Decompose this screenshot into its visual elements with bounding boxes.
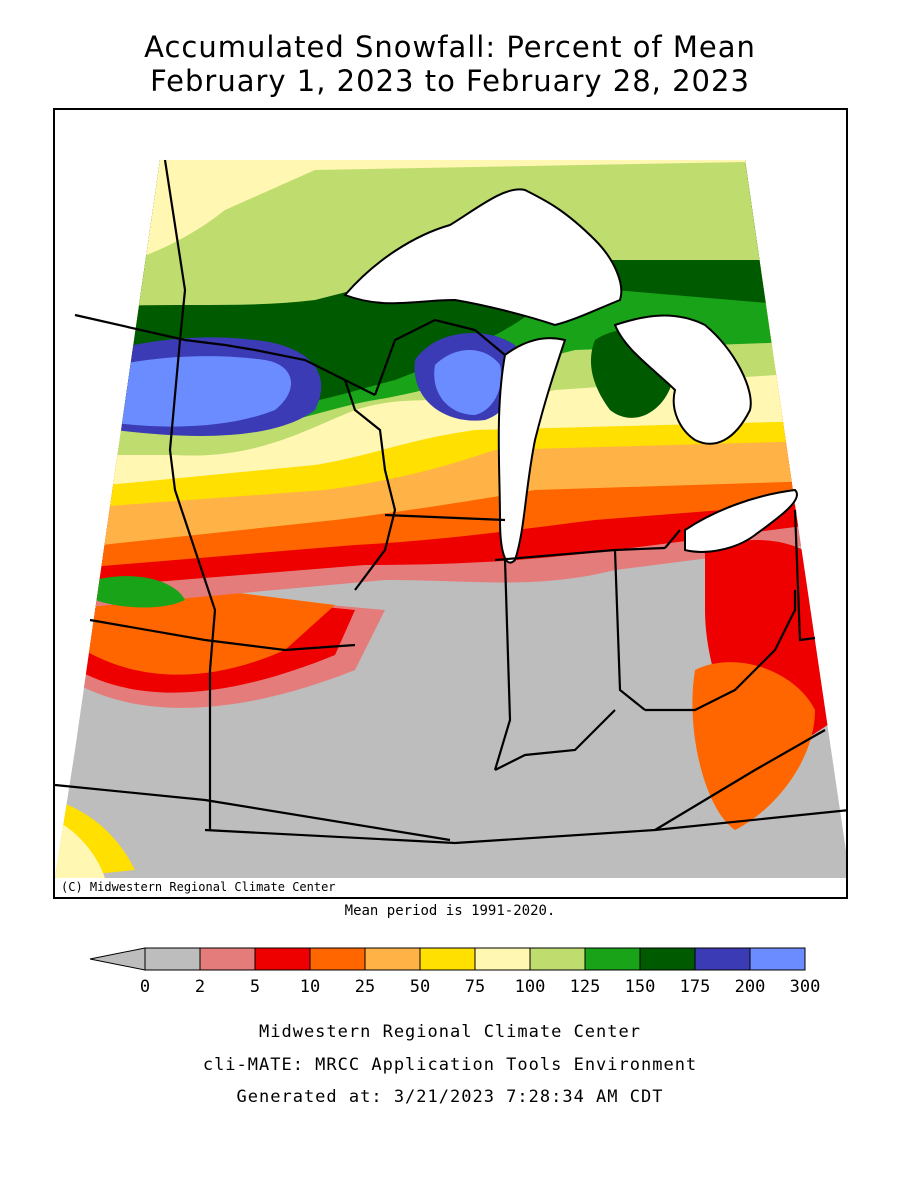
border-ky-va: [654, 729, 826, 831]
border-wi-il: [384, 513, 506, 522]
contour-fill-layer: [55, 160, 846, 878]
border-ia-mo: [89, 618, 356, 652]
legend-box: [419, 947, 476, 971]
legend-tick-label: 5: [250, 977, 260, 997]
border-mi-oh: [494, 546, 666, 562]
legend-box: [639, 947, 696, 971]
legend-tick-label: 75: [465, 977, 485, 997]
legend-box: [694, 947, 751, 971]
border-mn-west: [163, 159, 217, 830]
mean-period-note: Mean period is 1991-2020.: [344, 903, 556, 919]
border-mi-ohio: [664, 529, 681, 549]
legend-box: [364, 947, 421, 971]
legend-tick-label: 25: [355, 977, 375, 997]
legend-tick-label: 200: [735, 977, 766, 997]
legend-tick-label: 0: [140, 977, 150, 997]
legend-box: [144, 947, 201, 971]
legend-box: [529, 947, 586, 971]
fill-sw-cream: [55, 820, 105, 878]
lake-erie: [684, 488, 798, 553]
color-legend: 0 2 5 10 25 50 75 100 125 150 175 200 300: [89, 947, 820, 997]
border-oh-wv: [645, 590, 797, 712]
border-il-ky: [494, 709, 616, 771]
lake-superior: [343, 188, 623, 327]
footer-line2: cli-MATE: MRCC Application Tools Environ…: [202, 1055, 698, 1075]
fill-north-lightgreen: [55, 160, 846, 310]
map-title-line2: February 1, 2023 to February 28, 2023: [150, 64, 750, 98]
border-wi-mi-up: [373, 318, 506, 396]
legend-under-arrow: [89, 947, 146, 971]
fill-wi-green-sw: [95, 576, 185, 608]
credit-label: (C) Midwestern Regional Climate Center: [57, 879, 340, 895]
border-ia-il: [343, 379, 397, 591]
border-in-oh: [613, 549, 646, 711]
legend-labels: 0 2 5 10 25 50 75 100 125 150 175 200 300: [140, 977, 820, 997]
legend-boxes: [89, 947, 806, 971]
footer-line3: Generated at: 3/21/2023 7:28:34 AM CDT: [236, 1087, 664, 1107]
legend-tick-label: 2: [195, 977, 205, 997]
fill-wi-blue: [434, 350, 502, 415]
legend-tick-label: 50: [410, 977, 430, 997]
legend-tick-label: 175: [680, 977, 711, 997]
legend-tick-label: 150: [625, 977, 656, 997]
legend-box: [474, 947, 531, 971]
lake-huron: [613, 314, 752, 445]
border-ks-mo: [55, 783, 206, 802]
legend-tick-label: 100: [515, 977, 546, 997]
legend-tick-label: 300: [790, 977, 821, 997]
legend-box: [199, 947, 256, 971]
border-oh-pa: [793, 509, 816, 642]
great-lakes: [343, 188, 798, 564]
legend-tick-label: 125: [570, 977, 601, 997]
legend-tick-label: 10: [300, 977, 320, 997]
footer-line1: Midwestern Regional Climate Center: [259, 1022, 641, 1042]
legend-box: [749, 947, 806, 971]
legend-box: [254, 947, 311, 971]
lake-michigan: [497, 337, 567, 564]
border-mo-ar: [204, 798, 451, 842]
legend-box: [584, 947, 641, 971]
map-title-line1: Accumulated Snowfall: Percent of Mean: [144, 30, 756, 64]
snowfall-map: (C) Midwestern Regional Climate Center: [53, 108, 848, 899]
state-borders: [55, 159, 846, 845]
legend-box: [309, 947, 366, 971]
border-il-in: [493, 559, 512, 771]
border-ky-tn: [204, 809, 846, 845]
map-canvas: [55, 159, 846, 878]
